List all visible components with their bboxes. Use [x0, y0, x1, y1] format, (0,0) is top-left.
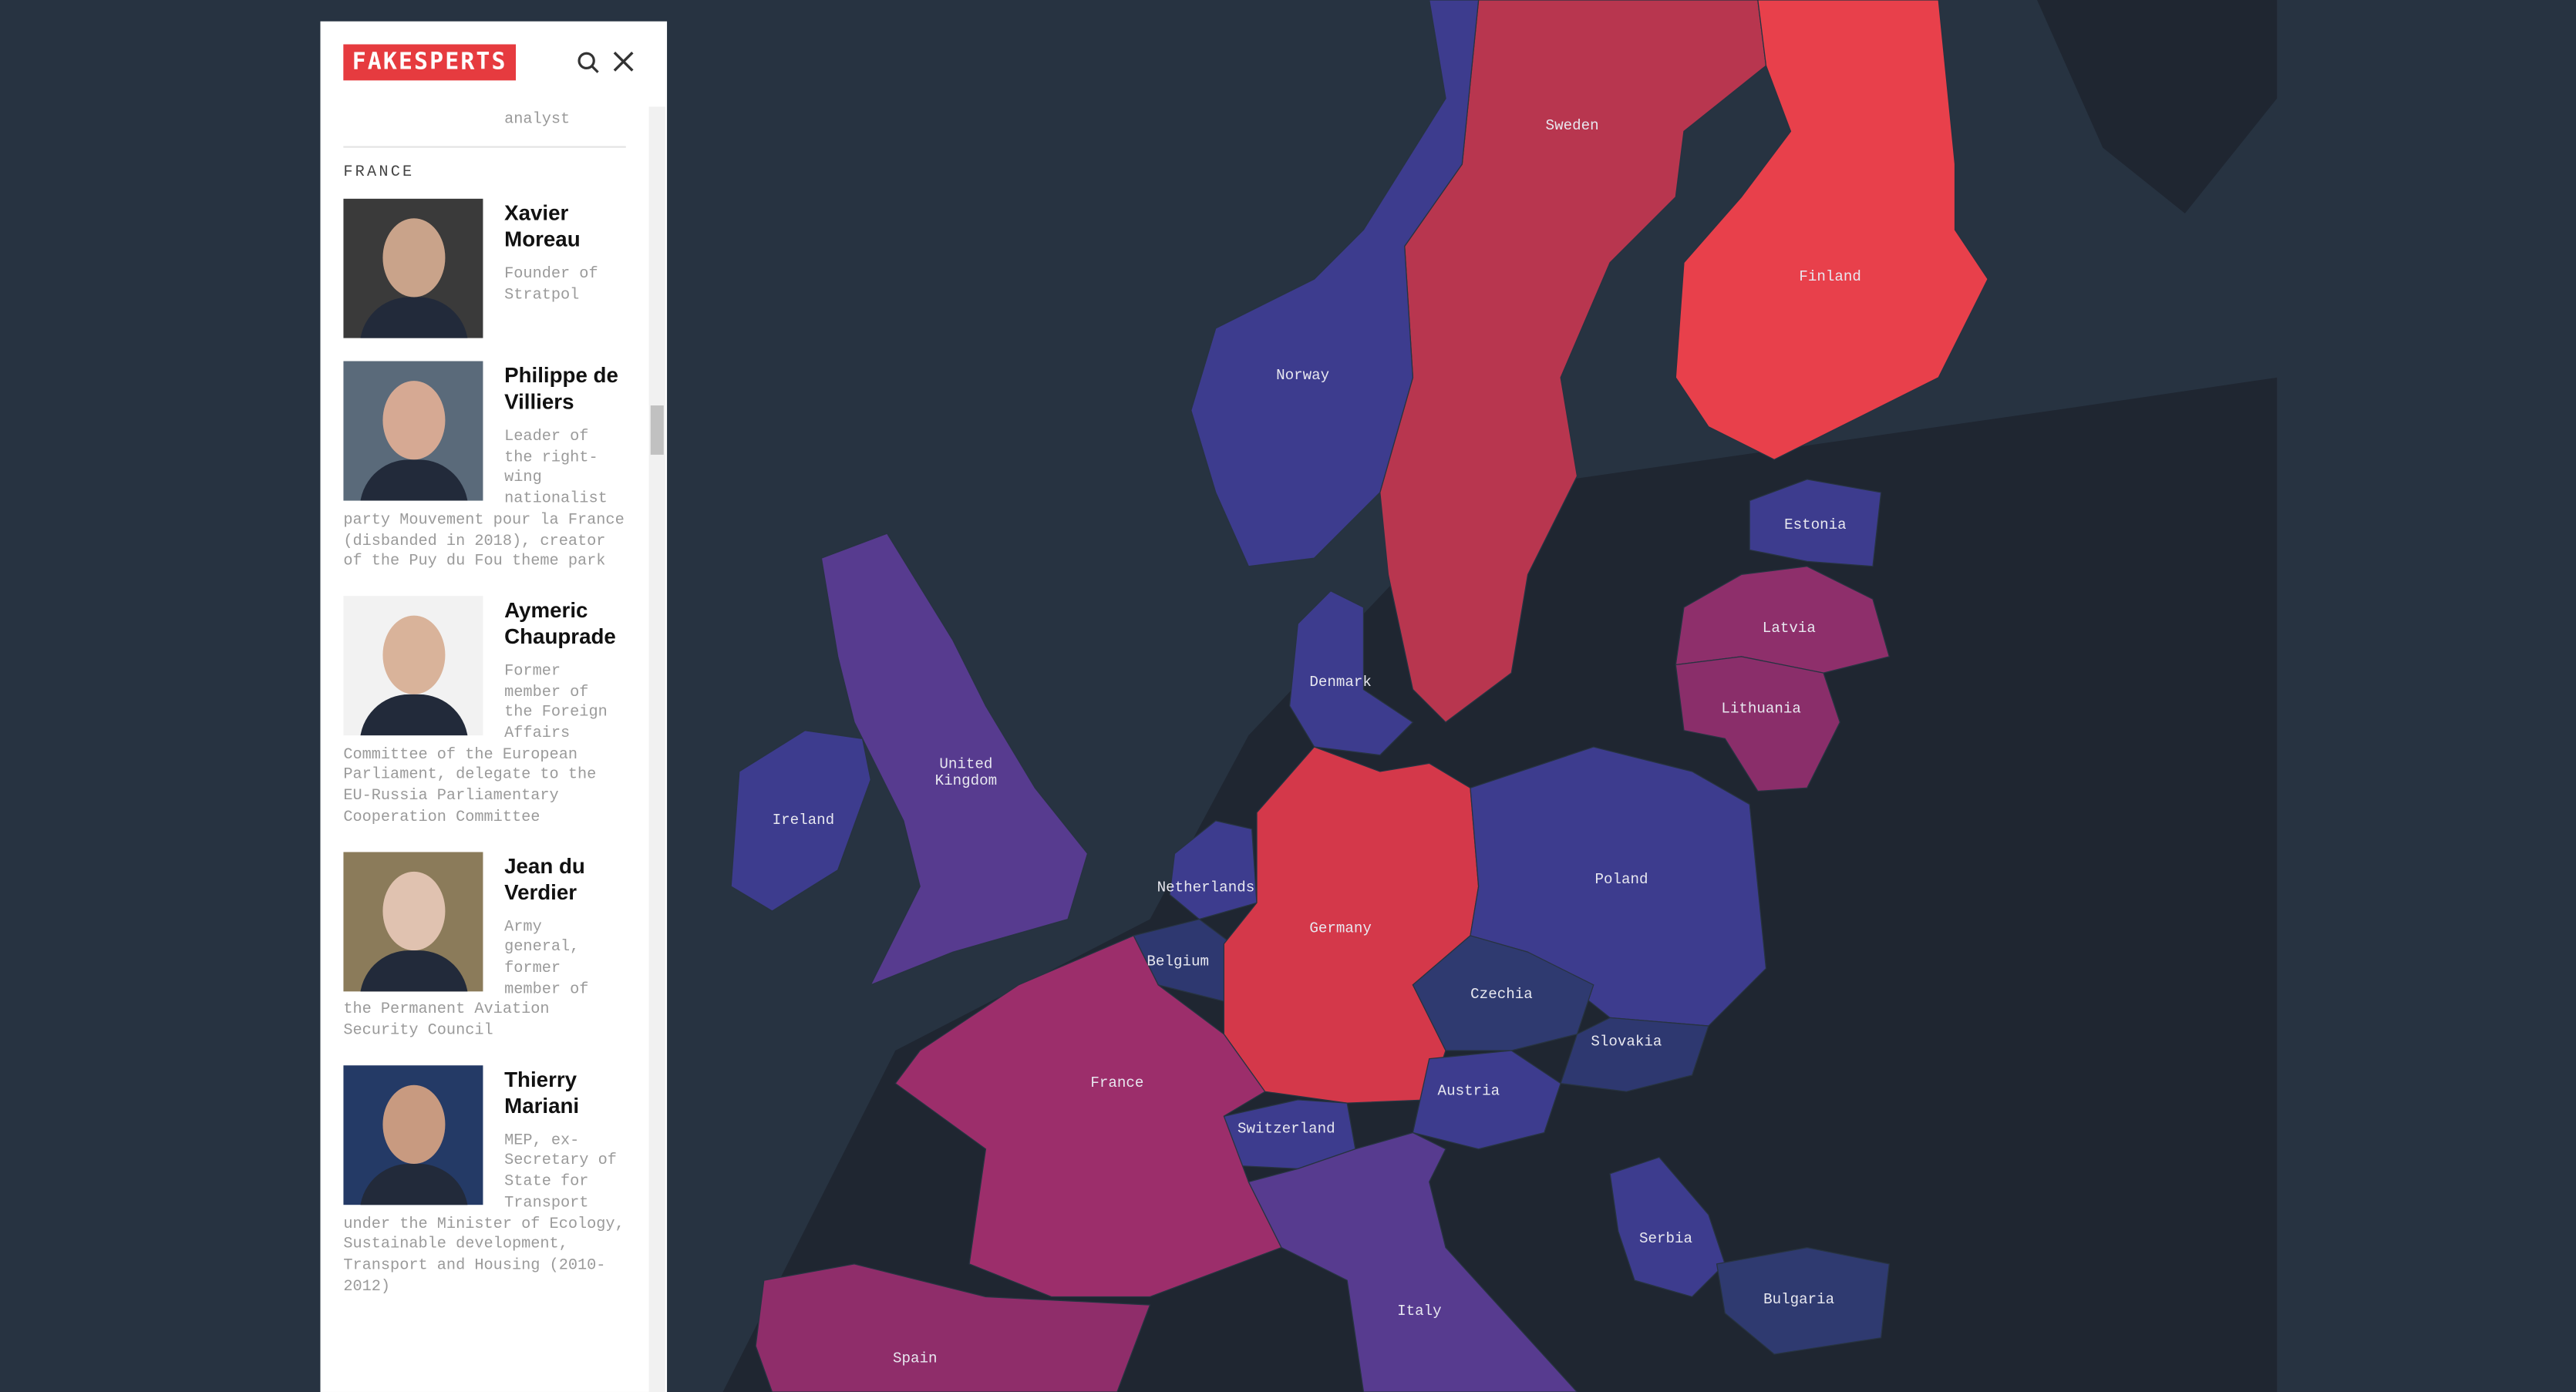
- scrollbar[interactable]: [648, 106, 665, 1392]
- photo-face: [382, 1084, 446, 1164]
- country-label: Lithuania: [1721, 701, 1801, 718]
- country-label: Poland: [1594, 871, 1648, 889]
- scrollbar-thumb[interactable]: [650, 405, 664, 455]
- photo-face: [382, 381, 446, 460]
- country-label: Norway: [1276, 368, 1330, 385]
- section-title: FRANCE: [343, 162, 415, 181]
- country-label: Switzerland: [1237, 1121, 1335, 1138]
- country-shape[interactable]: [1675, 0, 1988, 461]
- country-shape[interactable]: [1412, 935, 1594, 1051]
- country-shape[interactable]: [1248, 1131, 1578, 1392]
- country-label: Ireland: [772, 812, 835, 829]
- people-list: Xavier Moreau Founder of Stratpol Philippe…: [343, 198, 625, 1298]
- country-label: Sweden: [1545, 118, 1599, 135]
- person-name: Philippe de Villiers: [504, 362, 618, 414]
- country-label: France: [1090, 1074, 1144, 1092]
- sidebar: FAKESPERTS analyst FRANCE Xavier Moreau F…: [320, 21, 668, 1392]
- person-name: Thierry Mariani: [504, 1066, 580, 1118]
- country-shape[interactable]: [1470, 746, 1767, 1027]
- person-description: MEP, ex-Secretary of State for Transport…: [343, 1130, 625, 1295]
- person-photo: [343, 361, 483, 501]
- person-description: Army general, former member of the Perma…: [343, 916, 589, 1040]
- country-label: Estonia: [1784, 516, 1847, 534]
- country-label: Finland: [1799, 269, 1861, 286]
- country-shape[interactable]: [1675, 656, 1841, 792]
- person-card[interactable]: Aymeric Chauprade Former member of the Fo…: [343, 595, 625, 829]
- photo-body: [359, 459, 469, 501]
- person-photo: [343, 595, 483, 735]
- person-card[interactable]: Thierry Mariani MEP, ex-Secretary of Stat…: [343, 1064, 625, 1298]
- search-icon[interactable]: [577, 52, 599, 73]
- photo-body: [359, 694, 469, 735]
- country-label: Czechia: [1470, 986, 1533, 1004]
- country-label: Slovakia: [1591, 1034, 1662, 1051]
- country-label: Denmark: [1309, 674, 1372, 691]
- land: [2037, 0, 2278, 214]
- content: analyst FRANCE Xavier Moreau Founder of S…: [343, 106, 626, 1320]
- logo[interactable]: FAKESPERTS: [343, 44, 517, 81]
- photo-body: [359, 950, 469, 991]
- country-label: Spain: [893, 1350, 938, 1368]
- country-label: Italy: [1397, 1303, 1442, 1320]
- divider: [343, 146, 626, 148]
- country-label: Serbia: [1639, 1231, 1693, 1248]
- person-photo: [343, 198, 483, 338]
- country-label: Germany: [1309, 920, 1372, 938]
- person-description: Founder of Stratpol: [504, 264, 598, 304]
- country-shape[interactable]: [1190, 0, 1480, 567]
- person-name: Xavier Moreau: [504, 200, 581, 251]
- country-shape[interactable]: [1609, 1156, 1726, 1298]
- person-card[interactable]: Jean du Verdier Army general, former memb…: [343, 851, 625, 1042]
- photo-face: [382, 615, 446, 694]
- country-label: Latvia: [1762, 620, 1816, 637]
- country-shape[interactable]: [730, 730, 871, 912]
- person-photo: [343, 851, 483, 991]
- person-name: Aymeric Chauprade: [504, 597, 616, 649]
- photo-body: [359, 297, 469, 338]
- photo-body: [359, 1163, 469, 1205]
- person-description: Leader of the right-wing nationalist par…: [343, 426, 625, 570]
- header-icons: [577, 51, 634, 73]
- person-card[interactable]: Philippe de Villiers Leader of the right-…: [343, 361, 625, 573]
- scroll-area: analyst FRANCE Xavier Moreau Founder of S…: [320, 106, 648, 1392]
- person-photo: [343, 1064, 483, 1205]
- person-card[interactable]: Xavier Moreau Founder of Stratpol: [343, 198, 625, 338]
- country-shape[interactable]: [1749, 479, 1882, 567]
- country-shape[interactable]: [1288, 590, 1414, 756]
- country-label: Bulgaria: [1763, 1292, 1835, 1309]
- close-icon[interactable]: [613, 51, 634, 72]
- previous-text: analyst: [504, 109, 571, 129]
- photo-face: [382, 870, 446, 950]
- country-shape[interactable]: [1716, 1246, 1891, 1355]
- country-label: United Kingdom: [934, 756, 998, 790]
- photo-face: [382, 218, 446, 298]
- country-label: Austria: [1437, 1083, 1500, 1100]
- country-label: Belgium: [1147, 953, 1209, 970]
- person-description: Former member of the Foreign Affairs Com…: [343, 661, 608, 825]
- country-shape[interactable]: [755, 1263, 1151, 1392]
- country-label: Netherlands: [1157, 879, 1255, 896]
- person-name: Jean du Verdier: [504, 852, 585, 904]
